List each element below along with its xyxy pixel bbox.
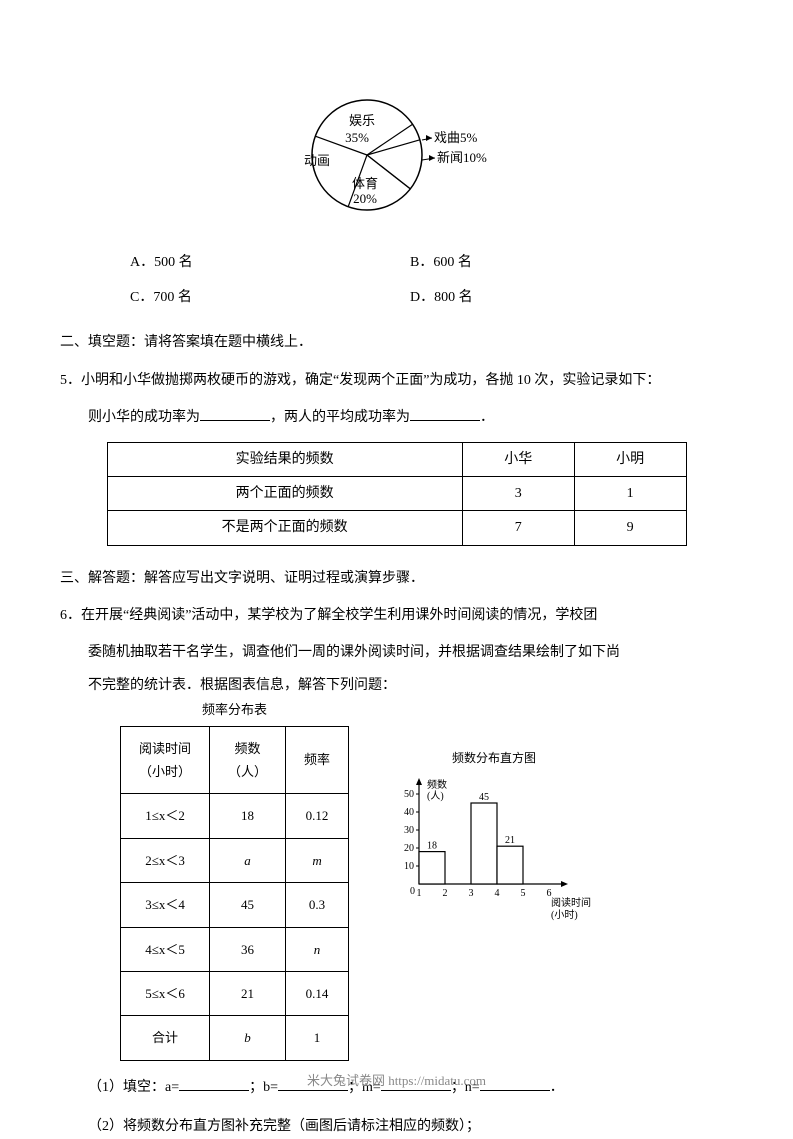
- footer: 米大兔试卷网 https://midatu.com: [0, 1069, 793, 1092]
- svg-text:频数: 频数: [427, 778, 447, 791]
- q5-th0: 实验结果的频数: [107, 442, 462, 476]
- svg-text:45: 45: [479, 792, 489, 803]
- svg-text:3: 3: [469, 888, 474, 899]
- q5-r1c2: 9: [574, 511, 686, 545]
- svg-text:(小时): (小时): [551, 909, 578, 921]
- svg-text:4: 4: [495, 888, 500, 899]
- q5-r0c2: 1: [574, 477, 686, 511]
- q5-table: 实验结果的频数 小华 小明 两个正面的频数 3 1 不是两个正面的频数 7 9: [107, 442, 687, 546]
- q5-r1c1: 7: [462, 511, 574, 545]
- svg-text:体育: 体育: [351, 176, 377, 191]
- freq-table-wrap: 频率分布表 阅读时间（小时）频数（人）频率1≤x＜2180.122≤x＜3am3…: [120, 698, 349, 1061]
- q6-line2: 委随机抽取若干名学生，调查他们一周的课外阅读时间，并根据调查结果绘制了如下尚: [88, 640, 733, 665]
- q5-line2-end: ．: [480, 410, 494, 425]
- q5-r0c1: 3: [462, 477, 574, 511]
- svg-text:0: 0: [410, 886, 415, 897]
- freq-table: 阅读时间（小时）频数（人）频率1≤x＜2180.122≤x＜3am3≤x＜445…: [120, 726, 349, 1061]
- svg-text:阅读时间: 阅读时间: [551, 896, 591, 909]
- table-row: 两个正面的频数 3 1: [107, 477, 686, 511]
- q6-layout: 频率分布表 阅读时间（小时）频数（人）频率1≤x＜2180.122≤x＜3am3…: [120, 698, 733, 1061]
- blank-1[interactable]: [200, 407, 270, 421]
- svg-text:20%: 20%: [353, 191, 377, 206]
- svg-text:5: 5: [521, 888, 526, 899]
- q6-sub2: （2）将频数分布直方图补充完整（画图后请标注相应的频数）；: [88, 1114, 733, 1139]
- svg-text:20: 20: [404, 843, 414, 854]
- svg-text:(人): (人): [427, 790, 444, 802]
- q5-th2: 小明: [574, 442, 686, 476]
- q4-options-row1: A．500 名 B．600 名: [130, 250, 733, 275]
- blank-2[interactable]: [410, 407, 480, 421]
- pie-chart: 娱乐 35% 动画体育20% 戏曲5% 新闻10%: [257, 80, 537, 230]
- option-a: A．500 名: [130, 250, 410, 275]
- svg-text:10: 10: [404, 861, 414, 872]
- histogram-wrap: 频数分布直方图 01020304050123456184521频数(人)阅读时间…: [389, 748, 599, 933]
- freq-table-title: 频率分布表: [120, 698, 349, 721]
- svg-text:1: 1: [417, 888, 422, 899]
- svg-text:40: 40: [404, 807, 414, 818]
- pie-chart-svg: 娱乐 35% 动画体育20% 戏曲5% 新闻10%: [257, 80, 537, 230]
- svg-text:娱乐: 娱乐: [348, 113, 374, 128]
- section2-heading: 二、填空题：请将答案填在题中横线上．: [60, 330, 733, 355]
- svg-text:戏曲5%: 戏曲5%: [434, 130, 478, 145]
- section3-heading: 三、解答题：解答应写出文字说明、证明过程或演算步骤．: [60, 566, 733, 591]
- option-c: C．700 名: [130, 285, 410, 310]
- svg-text:21: 21: [505, 835, 515, 846]
- q4-options-row2: C．700 名 D．800 名: [130, 285, 733, 310]
- q6-line3: 不完整的统计表．根据图表信息，解答下列问题：: [88, 673, 733, 698]
- q5-line2: 则小华的成功率为 ，两人的平均成功率为 ．: [88, 405, 733, 430]
- q5-r1c0: 不是两个正面的频数: [107, 511, 462, 545]
- table-row: 实验结果的频数 小华 小明: [107, 442, 686, 476]
- option-d: D．800 名: [410, 285, 610, 310]
- q6-line1: 6．在开展“经典阅读”活动中，某学校为了解全校学生利用课外时间阅读的情况，学校团: [60, 603, 733, 628]
- table-row: 不是两个正面的频数 7 9: [107, 511, 686, 545]
- svg-text:18: 18: [427, 840, 437, 851]
- q5-th1: 小华: [462, 442, 574, 476]
- svg-text:50: 50: [404, 789, 414, 800]
- svg-text:新闻10%: 新闻10%: [437, 150, 487, 165]
- svg-text:动画: 动画: [303, 153, 329, 168]
- histogram-svg: 01020304050123456184521频数(人)阅读时间(小时): [389, 774, 599, 924]
- histogram-title: 频数分布直方图: [389, 748, 599, 770]
- svg-text:2: 2: [443, 888, 448, 899]
- q5-line2-mid: ，两人的平均成功率为: [270, 410, 410, 425]
- q5-r0c0: 两个正面的频数: [107, 477, 462, 511]
- q5-line2-pre: 则小华的成功率为: [88, 410, 200, 425]
- svg-text:30: 30: [404, 825, 414, 836]
- q5-text: 5．小明和小华做抛掷两枚硬币的游戏，确定“发现两个正面”为成功，各抛 10 次，…: [60, 368, 733, 393]
- svg-text:35%: 35%: [345, 130, 369, 145]
- option-b: B．600 名: [410, 250, 610, 275]
